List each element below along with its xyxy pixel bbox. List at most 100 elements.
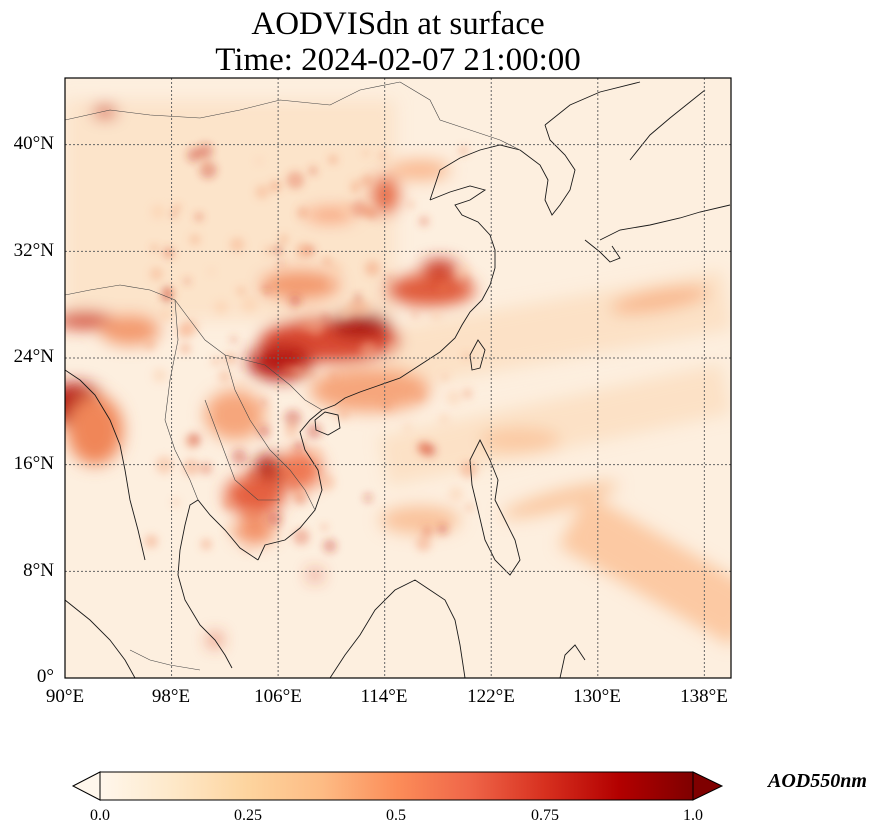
aod-speck [381,401,392,411]
aod-speck [155,456,174,474]
aod-speck [351,300,368,317]
lon-tick-label: 90°E [45,686,85,707]
lon-tick-label: 138°E [680,686,728,707]
aod-speck [339,200,354,215]
aod-speck [327,260,344,277]
lon-tick-label: 122°E [467,686,515,707]
aod-speck [281,363,296,378]
aod-speck [202,161,210,169]
colorbar-label: AOD550nm [768,770,867,792]
aod-speck [437,523,448,535]
aod-field [65,78,731,678]
aod-speck [458,145,469,156]
aod-speck [230,336,238,344]
map-title: AODVISdn at surface [251,6,545,42]
aod-speck [241,296,258,313]
aod-speck [462,388,473,399]
aod-speck [310,446,324,460]
aod-speck [430,310,442,321]
aod-speck [150,244,159,252]
aod-speck [162,246,175,259]
aod-speck [295,242,312,259]
aod-speck [247,471,259,483]
aod-speck [403,423,412,432]
lat-tick-label: 40°N [13,133,54,154]
aod-speck [319,474,336,491]
aod-speck [149,267,164,281]
lon-tick-label: 98°E [151,686,191,707]
aod-speck [445,389,462,406]
aod-speck [412,389,426,402]
aod-speck [460,460,478,479]
aod-speck [292,489,305,502]
aod-speck [211,356,221,366]
aod-speck [360,341,377,358]
country-borders [65,81,521,671]
aod-speck [293,440,304,451]
aod-speck [292,349,300,357]
aod-speck [186,147,202,163]
aod-speck [454,263,472,280]
aod-speck [223,352,237,366]
lon-tick-label: 130°E [573,686,621,707]
aod-speckle [144,143,478,553]
colorbar-tick-label: 0.75 [531,807,559,824]
aod-speck [206,408,216,418]
lat-tick-label: 24°N [13,346,54,367]
aod-speck [194,212,204,222]
aod-speck [418,216,430,227]
aod-speck [328,154,338,165]
aod-speck [150,204,166,220]
aod-speck [255,157,263,165]
aod-speck [244,506,258,520]
aod-speck [438,413,450,424]
aod-speck [288,294,302,308]
aod-speck [411,311,419,319]
aod-speck [264,245,274,255]
aod-speck [323,539,337,553]
colorbar-tick-label: 0.0 [90,807,110,824]
colorbar-tick-label: 0.5 [386,807,406,824]
aod-speck [257,425,271,438]
aod-speck [448,486,464,502]
aod-speck [144,534,158,549]
aod-speck [292,528,310,546]
aod-speck [441,373,449,381]
aod-speck [273,244,283,255]
aod-speck [260,398,268,406]
aod-speck [234,529,242,536]
aod-speck [218,369,232,383]
lon-tick-label: 114°E [360,686,408,707]
aod-speck [378,152,387,160]
aod-speck [364,260,381,277]
lon-tick-label: 106°E [254,686,302,707]
aod-speck [173,203,181,212]
aod-speck [208,268,215,275]
aod-speck [224,525,234,534]
lat-tick-label: 0° [36,666,54,687]
aod-speck [289,479,301,492]
lat-tick-label: 8°N [23,560,54,581]
aod-speck [262,286,270,294]
colorbar-tick-label: 1.0 [683,807,703,824]
aod-speck [308,370,316,379]
aod-speck [308,166,318,176]
aod-speck [267,511,283,527]
colorbar-tick-label: 0.25 [234,807,262,824]
aod-speck [299,321,311,332]
aod-speck [339,322,347,330]
aod-speck [244,546,251,553]
aod-speck [363,493,373,503]
aod-speck [406,200,415,209]
aod-plumes [65,100,731,646]
aod-speck [421,526,433,537]
aod-speck [350,186,358,194]
map-frame [64,77,732,679]
aod-speck [278,260,285,267]
aod-speck [283,422,300,438]
lat-tick-label: 16°N [13,453,54,474]
aod-speck [213,300,229,315]
aod-speck [269,180,282,193]
aod-speck [152,368,167,383]
